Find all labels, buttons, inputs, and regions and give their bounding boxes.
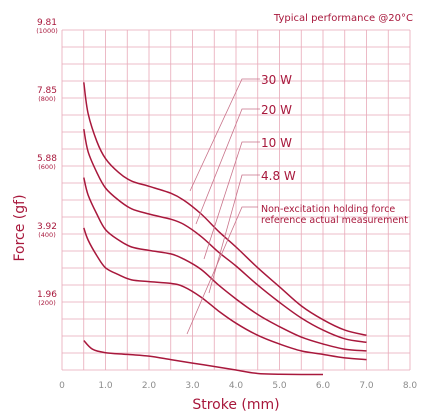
leader-line-4-8w xyxy=(208,174,260,294)
chart-title: Typical performance @20°C xyxy=(273,13,413,24)
x-tick-label: 3.0 xyxy=(185,381,200,391)
y-tick-sublabel: (1000) xyxy=(36,27,58,35)
y-tick-sublabel: (800) xyxy=(38,95,55,103)
y-tick-sublabel: (400) xyxy=(38,231,55,239)
x-tick-label: 7.0 xyxy=(359,381,374,391)
leader-line-30w xyxy=(189,78,260,192)
y-axis-label: Force (gf) xyxy=(12,194,28,261)
series-lines xyxy=(83,82,367,376)
y-tick-label: 3.92 xyxy=(37,222,57,232)
leader-line-holding-force xyxy=(186,206,258,335)
annotations: 30 W 20 W 10 W 4.8 W Non-excitation holding … xyxy=(186,73,408,335)
y-tick-sublabel: (600) xyxy=(38,163,55,171)
series-20w-line xyxy=(83,128,367,344)
leader-line-10w xyxy=(203,141,260,260)
x-tick-label: 5.0 xyxy=(272,381,287,391)
y-tick-label: 1.96 xyxy=(37,290,57,300)
y-ticks: 1.96(200) 3.92(400) 5.88(600) 7.85(800) 9.81… xyxy=(36,18,58,307)
x-axis-label: Stroke (mm) xyxy=(192,397,279,412)
y-tick-sublabel: (200) xyxy=(38,299,55,307)
series-label: 4.8 W xyxy=(261,169,296,183)
y-tick-label: 9.81 xyxy=(37,18,57,28)
x-tick-label: 0 xyxy=(59,381,65,391)
x-tick-label: 1.0 xyxy=(98,381,113,391)
series-label-line: reference actual measurement xyxy=(261,215,408,226)
x-tick-label: 4.0 xyxy=(229,381,244,391)
series-label: 10 W xyxy=(261,136,292,150)
grid xyxy=(61,29,411,371)
x-tick-label: 6.0 xyxy=(316,381,331,391)
series-label: 30 W xyxy=(261,73,292,87)
x-tick-label: 8.0 xyxy=(403,381,418,391)
y-tick-label: 5.88 xyxy=(37,154,57,164)
x-ticks: 0 1.0 2.0 3.0 4.0 5.0 6.0 7.0 8.0 xyxy=(59,381,417,391)
y-tick-label: 7.85 xyxy=(37,86,57,96)
leader-line-20w xyxy=(195,108,260,225)
series-30w-line xyxy=(83,82,367,337)
x-tick-label: 2.0 xyxy=(142,381,157,391)
series-holding-force-line xyxy=(83,339,324,376)
series-10w-line xyxy=(83,177,367,352)
series-4-8w-line xyxy=(83,227,367,361)
series-label: 20 W xyxy=(261,103,292,117)
series-label-line: Non-excitation holding force xyxy=(261,204,395,215)
